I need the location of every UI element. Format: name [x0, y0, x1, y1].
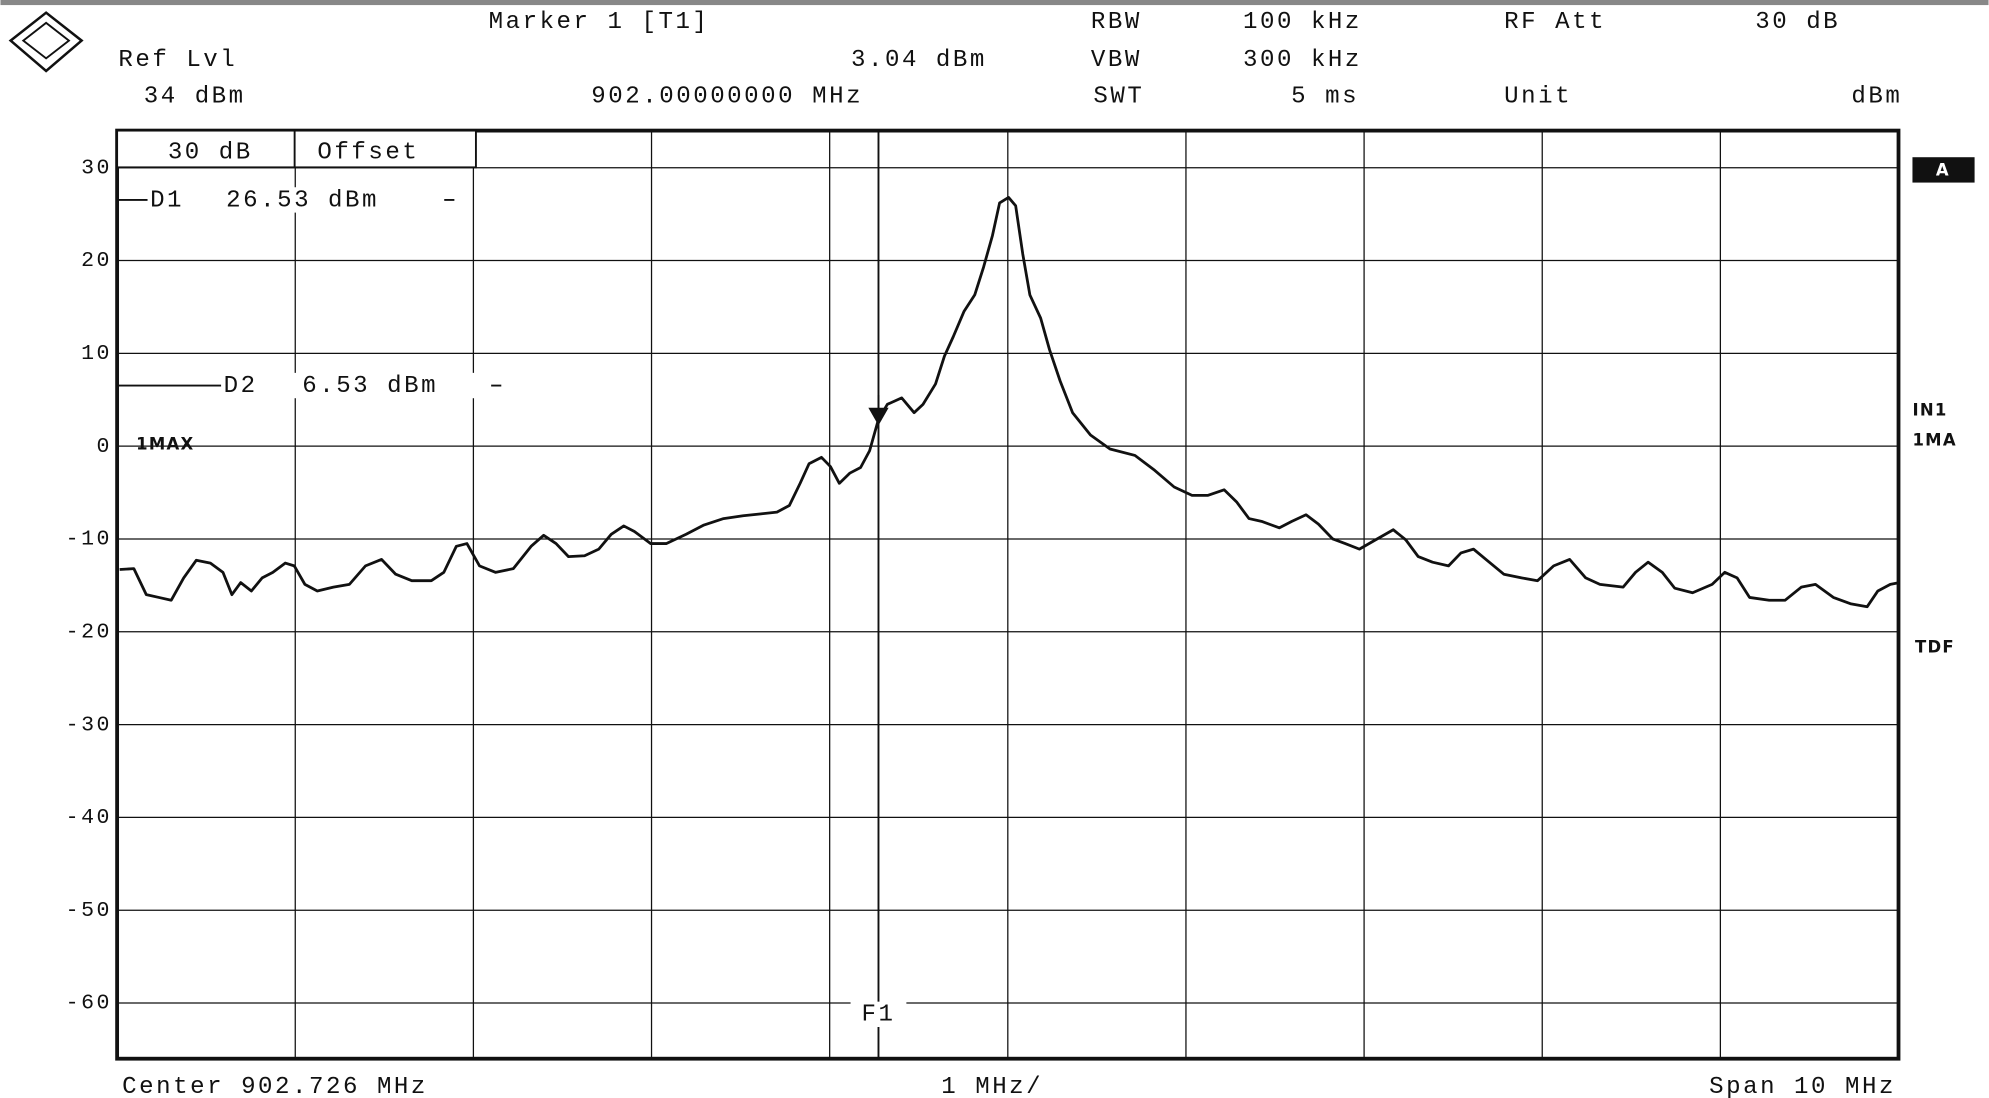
ref-lvl: 34 dBm [144, 84, 246, 111]
y-tick-label: -40 [66, 806, 112, 830]
y-tick-label: -60 [66, 992, 112, 1016]
trace-box [1912, 157, 1975, 183]
display-label-bg [221, 372, 492, 399]
swt: 5 ms [1291, 84, 1359, 111]
display-line-label: 26.53 dBm [226, 187, 379, 214]
center-freq: Center 902.726 MHz [122, 1074, 428, 1098]
frequency-label-bg [850, 1001, 907, 1027]
logo-diamond [8, 11, 84, 73]
y-tick-label: -10 [66, 528, 112, 552]
swt-label: SWT [1093, 84, 1144, 111]
top-edge [0, 0, 1989, 6]
display-label-bg [147, 187, 445, 213]
y-tick-label: 30 [81, 156, 112, 180]
mode-label: 1MA [1912, 431, 1956, 450]
display-line-name: D2 [224, 373, 258, 400]
input-label: IN1 [1912, 400, 1947, 419]
display-line-label: 6.53 dBm [302, 373, 438, 400]
ref-lvl-label: Ref Lvl [118, 47, 237, 74]
display-line-name: D1 [150, 187, 184, 214]
plot: 30 20 10 0 -10 -20 -30 -40 -50 -60 30 dB Offset D1 26… [66, 128, 1901, 1061]
unit-label: Unit [1504, 84, 1572, 111]
logo [8, 11, 84, 73]
marker [868, 407, 889, 426]
rbw-label: RBW [1091, 9, 1142, 36]
trace-name: 1MAX [136, 434, 194, 453]
trace [119, 196, 1900, 609]
y-tick-label: 0 [97, 435, 112, 459]
vbw-label: VBW [1091, 47, 1142, 74]
div-label: 1 MHz/ [941, 1074, 1043, 1098]
y-tick-label: 20 [81, 249, 112, 273]
plot-frame [115, 128, 1901, 1061]
y-tick-label: 10 [81, 342, 112, 366]
y-tick-label: -30 [66, 713, 112, 737]
marker-title: Marker 1 [T1] [489, 9, 710, 36]
rbw: 100 kHz [1243, 9, 1362, 36]
offset-label: Offset [317, 140, 419, 167]
offset-box [116, 129, 477, 169]
vbw: 300 kHz [1243, 47, 1362, 74]
offset-value: 30 dB [168, 140, 253, 167]
rf-att: 30 dB [1755, 9, 1840, 36]
marker-level: 3.04 dBm [851, 47, 987, 74]
span-label: Span 10 MHz [1709, 1074, 1896, 1098]
tdf-label: TDF [1915, 637, 1955, 656]
frequency-line-label: F1 [861, 1002, 895, 1029]
rf-att-label: RF Att [1504, 9, 1606, 36]
logo-inner [21, 21, 71, 60]
trace-box-label: A [1936, 161, 1950, 180]
y-tick-label: -50 [66, 899, 112, 923]
marker-freq: 902.00000000 MHz [591, 84, 863, 111]
unit: dBm [1851, 84, 1902, 111]
y-tick-label: -20 [66, 620, 112, 644]
